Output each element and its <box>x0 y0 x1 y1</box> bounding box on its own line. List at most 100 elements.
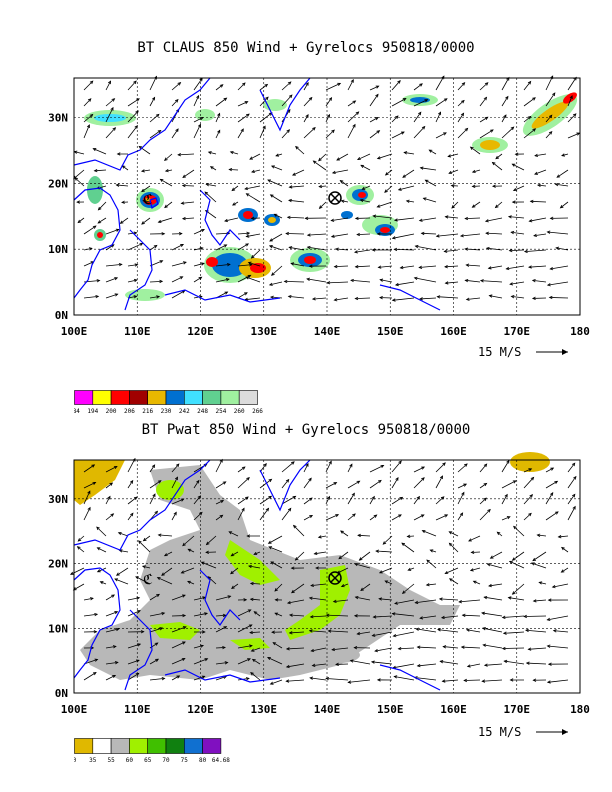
wind-vector-head <box>394 282 399 287</box>
wind-vector <box>359 551 371 561</box>
wind-vector-head <box>107 80 111 85</box>
wind-vector-head <box>422 197 427 201</box>
wind-vector <box>402 169 415 178</box>
wind-vector <box>466 629 481 633</box>
wind-vector-head <box>416 645 421 649</box>
wind-vector <box>481 612 503 617</box>
wind-vector-head <box>308 596 313 600</box>
wind-vector <box>525 629 547 633</box>
wind-vector-head <box>414 244 419 249</box>
wind-vector-head <box>532 557 537 562</box>
wind-vector-head <box>514 152 519 156</box>
wind-vector-head <box>283 279 288 284</box>
wind-vector <box>552 583 569 588</box>
wind-vector-head <box>416 663 421 668</box>
wind-vector <box>127 597 140 601</box>
wind-vector <box>105 513 114 521</box>
wind-vector <box>286 679 305 682</box>
wind-vector-head <box>479 279 484 283</box>
wind-vector-head <box>176 675 181 679</box>
wind-vector <box>74 151 85 155</box>
wind-vector <box>421 232 437 235</box>
wind-vector <box>531 562 547 569</box>
wind-vector <box>394 217 415 221</box>
wind-vector <box>291 583 305 594</box>
wind-vector-head <box>177 153 182 157</box>
wind-vector <box>523 97 536 107</box>
colorbar-label: 70 <box>162 757 170 764</box>
wind-vector <box>281 129 290 139</box>
wind-vector <box>357 233 371 236</box>
wind-vector <box>426 559 437 569</box>
wind-vector <box>303 82 309 91</box>
colorbar-swatch <box>74 738 94 754</box>
wind-vector <box>547 615 569 621</box>
colorbar-swatch <box>220 390 240 405</box>
wind-vector <box>413 83 423 91</box>
wind-vector <box>513 526 525 537</box>
wind-vector <box>127 264 138 267</box>
wind-vector <box>171 641 186 649</box>
wind-vector <box>96 526 107 537</box>
wind-vector-head <box>527 80 532 85</box>
wind-vector <box>441 615 459 619</box>
wind-vector-head <box>247 658 251 662</box>
wind-vector-head <box>161 611 166 616</box>
wind-vector <box>206 535 217 545</box>
colorbar-swatch <box>74 390 94 405</box>
grid-lines-top <box>74 78 580 315</box>
colorbar-label: 60 <box>126 757 134 764</box>
wind-vector-head <box>140 169 145 173</box>
wind-vector-head <box>421 477 425 481</box>
wind-vector-head <box>285 231 290 236</box>
wind-vector <box>444 249 459 252</box>
wind-vector-head <box>226 263 231 267</box>
wind-vector-head <box>484 82 489 86</box>
wind-vector-head <box>285 679 290 683</box>
wind-vector <box>237 101 248 107</box>
wind-vector <box>83 464 95 473</box>
wind-vector <box>435 132 447 139</box>
wind-vector-head <box>229 150 234 155</box>
wind-vector <box>78 535 85 542</box>
wind-vector <box>357 153 371 160</box>
wind-vector <box>188 548 195 553</box>
wind-vector-head <box>441 679 446 683</box>
wind-vector-head <box>394 601 398 605</box>
wind-vector-head <box>461 99 465 104</box>
wind-vector <box>347 100 356 107</box>
wind-vector <box>318 535 327 538</box>
wind-vector-head <box>464 463 468 467</box>
wind-vector <box>382 535 393 545</box>
wind-vector <box>105 628 119 633</box>
wind-vector-head <box>135 110 139 115</box>
wind-vector-head <box>312 126 316 131</box>
wind-vector <box>523 513 532 521</box>
wind-vector-head <box>569 95 573 99</box>
wind-vector <box>523 477 534 489</box>
wind-vector <box>187 581 195 585</box>
wind-vector <box>369 94 379 107</box>
wind-vector-head <box>528 512 532 517</box>
wind-vector <box>215 84 224 91</box>
wind-vector <box>245 276 261 283</box>
wind-vector-head <box>121 200 125 204</box>
wind-vector <box>326 614 349 617</box>
wind-vector-head <box>536 533 541 537</box>
colorbar-swatch <box>184 390 203 405</box>
wind-vector <box>392 297 415 301</box>
storm-symbol-top: ℭ <box>143 192 153 208</box>
wind-vector-head <box>552 629 557 633</box>
colorbar-label: 55 <box>107 757 115 764</box>
wind-vector-head <box>528 468 533 472</box>
wind-vector-head <box>157 219 162 224</box>
wind-vector <box>293 525 305 537</box>
wind-vector <box>259 508 269 521</box>
wind-vector <box>259 112 273 123</box>
wind-vector <box>259 463 267 473</box>
wind-vector <box>160 178 173 187</box>
wind-vector-head <box>576 132 581 136</box>
wind-vector <box>378 265 393 268</box>
lon-label: 120E <box>187 703 214 716</box>
wind-vector-head <box>182 626 187 630</box>
